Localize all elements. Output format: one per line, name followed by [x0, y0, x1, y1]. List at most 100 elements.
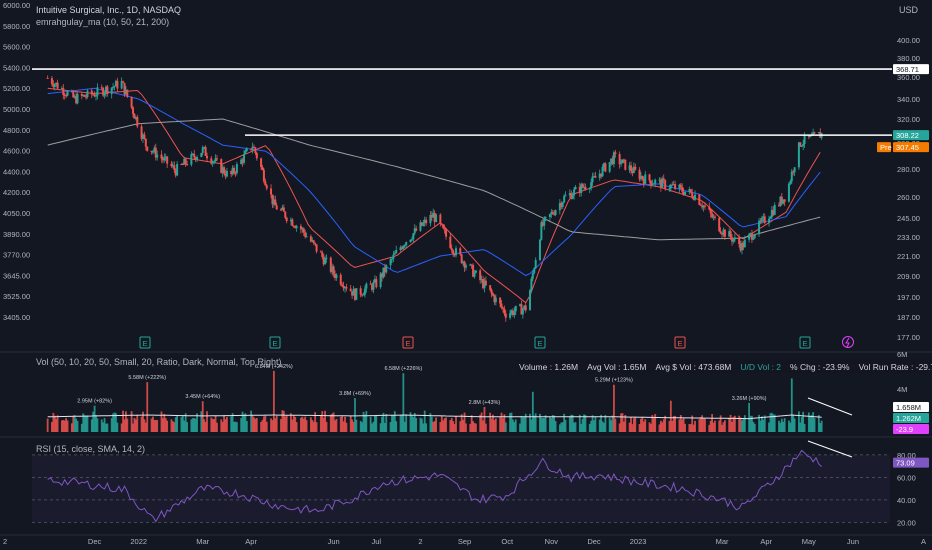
candle-body [621, 159, 624, 164]
candle-body [802, 143, 805, 146]
candle-body [600, 173, 603, 177]
volume-bar [797, 411, 800, 432]
volume-bar [280, 419, 282, 432]
volume-axis-tick: 4M [897, 385, 907, 394]
candle-body [385, 265, 388, 273]
candle-body [429, 214, 432, 224]
volume-bar [201, 401, 204, 432]
volume-bar [519, 423, 521, 432]
volume-bar [513, 422, 516, 432]
volume-bar [295, 422, 298, 432]
candle-body [46, 77, 49, 79]
volume-bar [470, 415, 473, 432]
ma-line-200 [47, 118, 821, 241]
candle-body [459, 248, 462, 255]
volume-bar [132, 423, 134, 432]
candle-body [344, 287, 347, 289]
candle-body [156, 154, 159, 158]
volume-bar [261, 419, 264, 432]
candle-body [379, 273, 382, 288]
volume-chg-badge-bg [893, 424, 929, 434]
volume-bar [405, 414, 408, 432]
candle-body [299, 226, 302, 230]
candle-body [769, 217, 772, 219]
candle-body [419, 222, 422, 231]
candle-body [311, 240, 314, 242]
price-axis-right-tick: 209.00 [897, 272, 920, 281]
volume-bar [345, 422, 348, 432]
stat-avg-vol: Avg Vol : 1.65M [587, 361, 647, 372]
volume-bar [365, 411, 368, 432]
stat-avg-dollar-vol: Avg $ Vol : 473.68M [655, 361, 732, 372]
price-axis-right-tick: 177.00 [897, 333, 920, 342]
candle-body [484, 280, 487, 286]
resistance-lines[interactable] [32, 68, 892, 136]
candle-body [95, 95, 98, 97]
volume-bar [674, 415, 677, 432]
candle-body [694, 194, 697, 200]
moving-averages [47, 87, 821, 304]
volume-bar [614, 418, 617, 432]
candle-body [772, 209, 775, 215]
candle-body [315, 244, 318, 252]
volume-bar [521, 417, 524, 432]
volume-bar [153, 420, 156, 432]
candle-body [191, 153, 194, 155]
volume-bar [214, 415, 217, 432]
candle-body [753, 234, 756, 238]
volume-bar [583, 414, 585, 432]
volume-bar [610, 420, 612, 432]
candle-body [124, 89, 127, 95]
candle-body [325, 257, 328, 259]
volume-annotation: 3.8M (+69%) [339, 391, 371, 397]
volume-annotation: 2.8M (+43%) [469, 400, 501, 406]
indicator-title[interactable]: emrahgulay_ma (10, 50, 21, 200) [36, 17, 170, 27]
volume-bar [490, 418, 493, 432]
volume-bar [191, 418, 194, 432]
volume-bar [193, 418, 196, 432]
volume-bar [640, 418, 642, 432]
candle-body [82, 94, 85, 96]
stat-pct-chg: % Chg : -23.9% [790, 361, 850, 372]
rsi-pane-title[interactable]: RSI (15, close, SMA, 14, 2) [36, 444, 146, 454]
volume-average-line [47, 414, 822, 420]
symbol-title[interactable]: Intuitive Surgical, Inc., 1D, NASDAQ [36, 5, 182, 15]
candle-body [402, 245, 405, 249]
candle-body [164, 156, 167, 158]
candle-body [186, 164, 189, 166]
candle-body [126, 89, 129, 97]
volume-bar [176, 415, 179, 432]
volume-bar [578, 414, 581, 432]
volume-bar [709, 420, 712, 432]
candle-body [573, 189, 576, 196]
volume-bar [668, 420, 671, 432]
volume-bar [72, 415, 75, 432]
candle-body [521, 309, 524, 315]
time-axis-tick: 2023 [630, 537, 647, 546]
candle-body [553, 213, 556, 215]
volume-bar [413, 412, 416, 432]
volume-bar [285, 415, 288, 432]
volume-bar [435, 417, 437, 432]
volume-bar [371, 423, 373, 432]
time-axis-tick: Dec [587, 537, 601, 546]
volume-bar [761, 416, 763, 432]
candle-body [389, 259, 392, 266]
volume-bar [325, 421, 328, 432]
volume-pane-title[interactable]: Vol (50, 10, 20, 50, Small, 20, Ratio, D… [36, 357, 282, 367]
candle-body [375, 279, 378, 288]
candle-body [712, 216, 715, 218]
candle-body [732, 239, 735, 242]
volume-bar [314, 412, 317, 432]
candle-body [86, 90, 89, 97]
volume-bar [83, 415, 86, 432]
price-axis-right-tick: 245.00 [897, 214, 920, 223]
volume-annotation: 3.45M (+64%) [185, 394, 220, 400]
volume-bar [430, 416, 433, 432]
volume-bar [539, 413, 541, 432]
volume-bar [553, 415, 556, 432]
volume-bar [630, 417, 632, 432]
candle-body [393, 253, 396, 255]
volume-bar [359, 420, 362, 432]
